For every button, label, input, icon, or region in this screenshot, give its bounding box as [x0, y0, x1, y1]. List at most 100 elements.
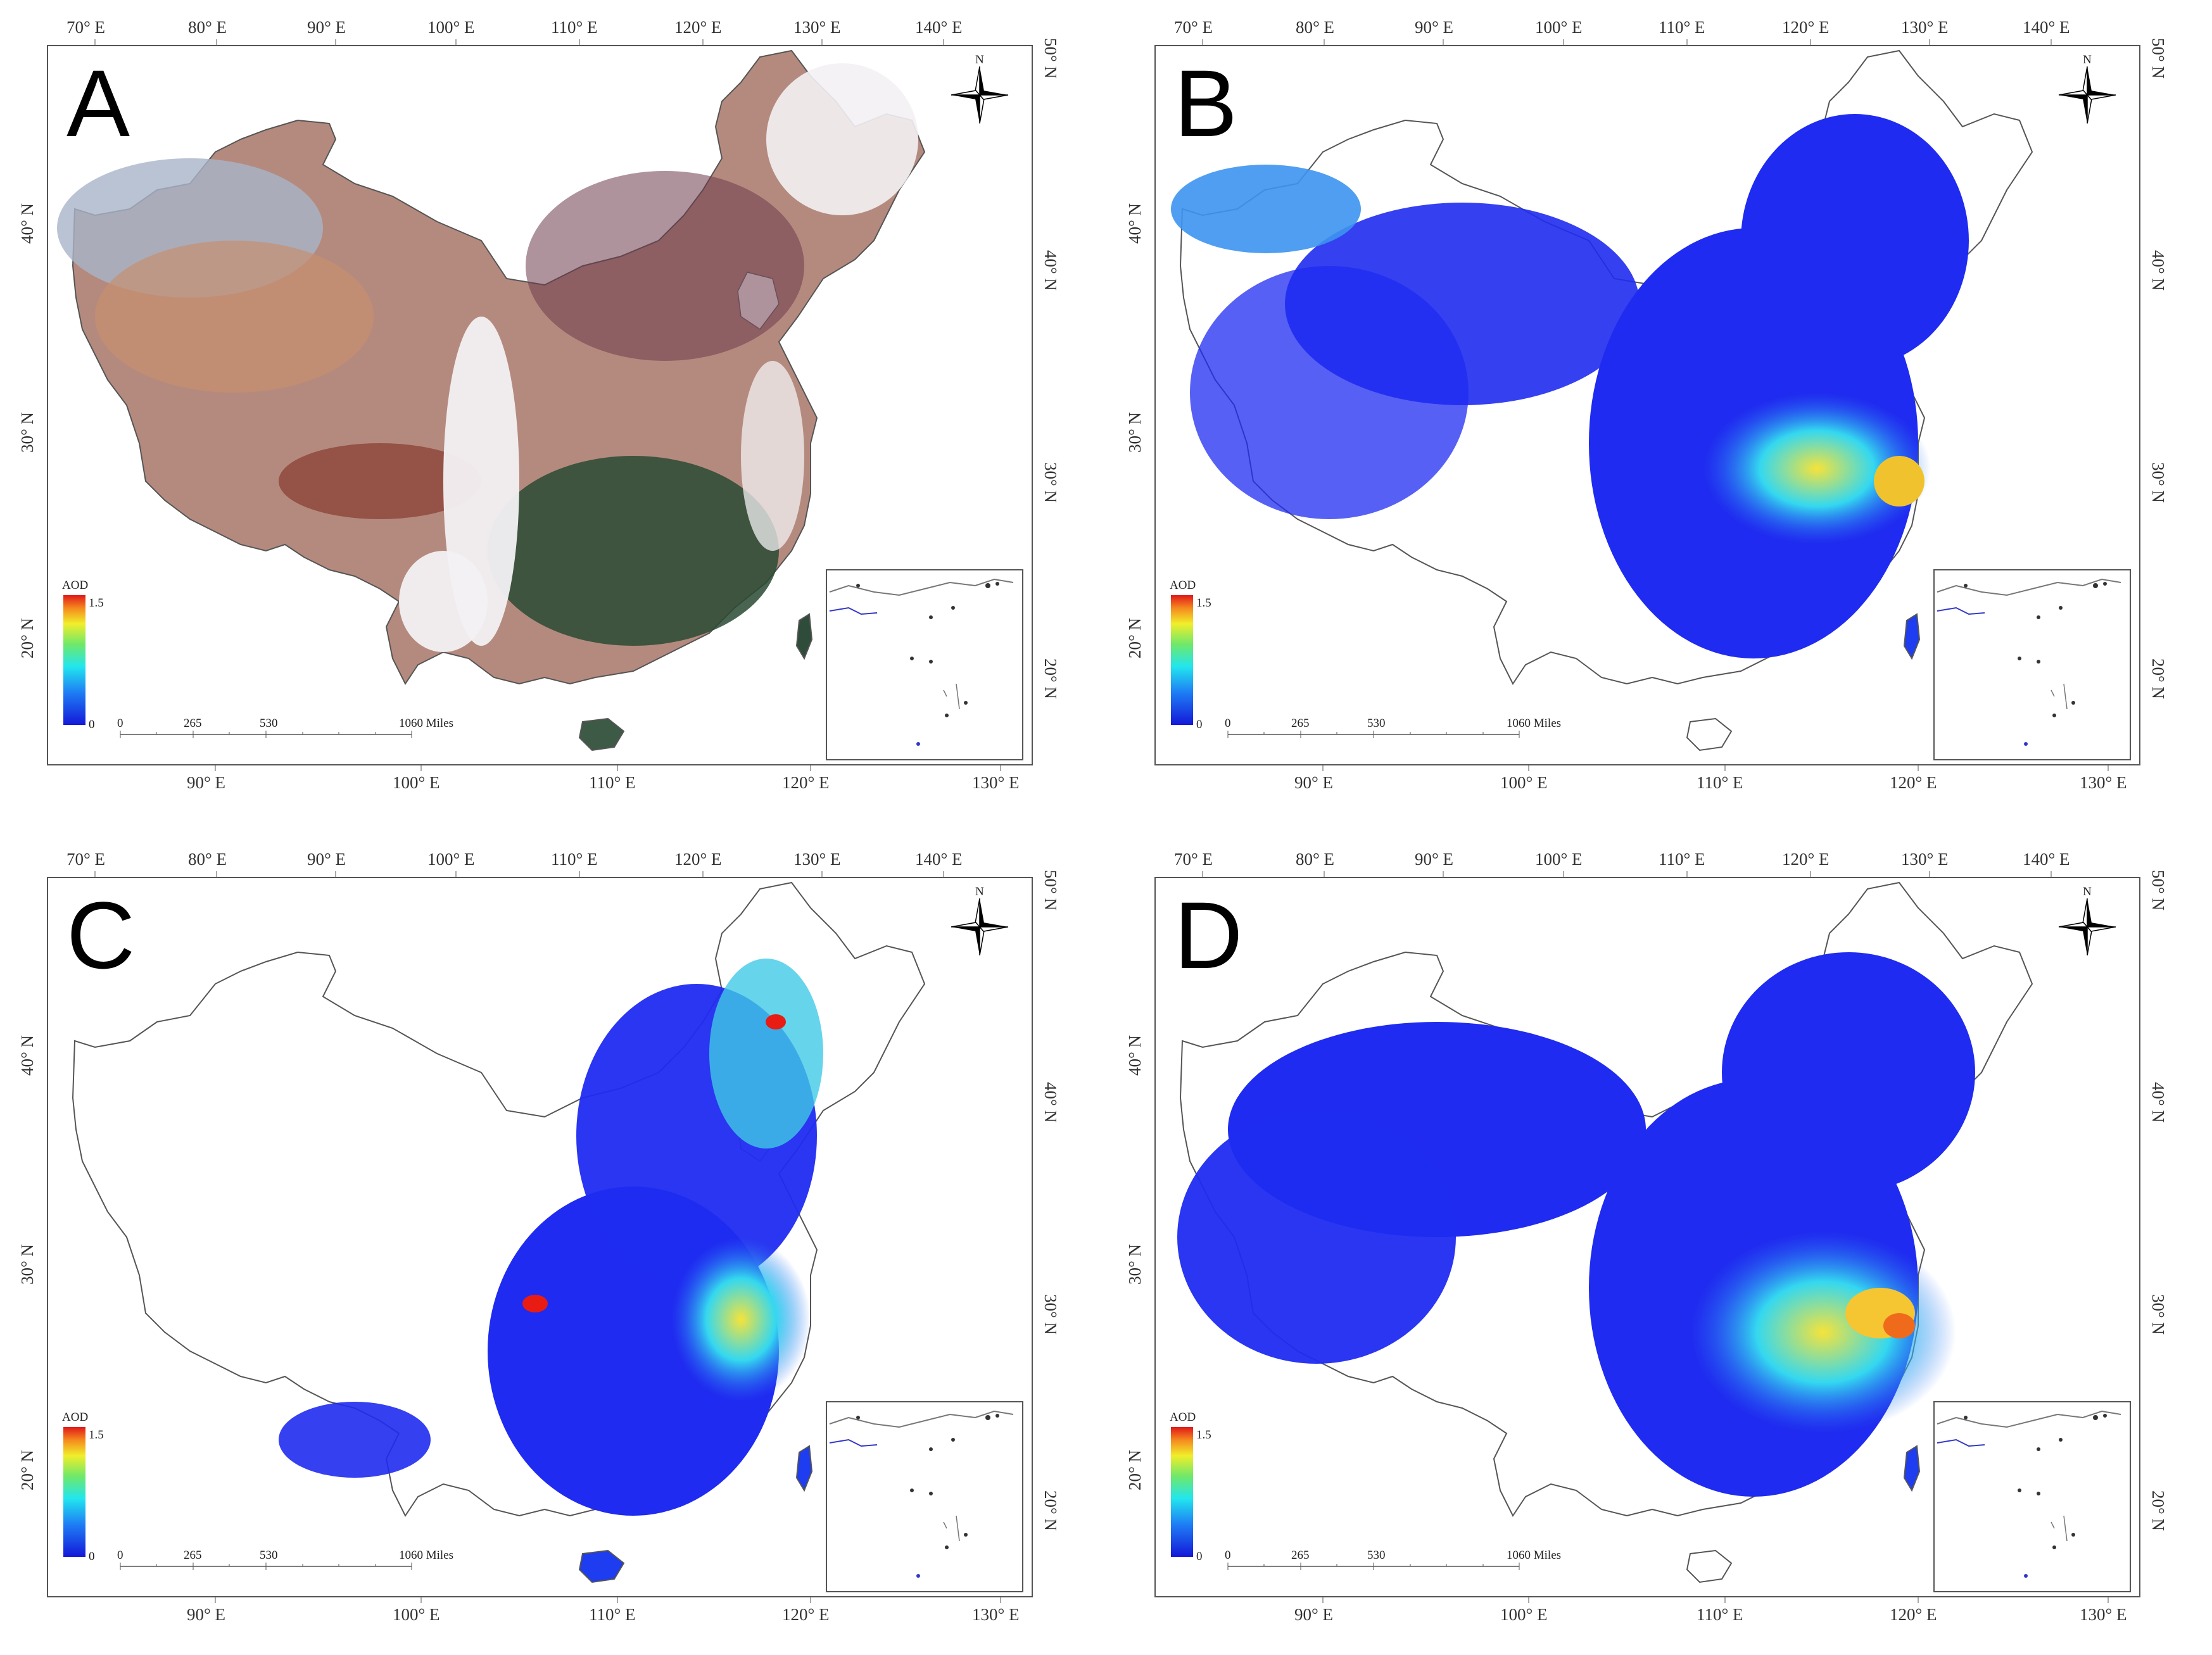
svg-text:0: 0 [89, 1550, 95, 1563]
top-axis-label: 90° E [307, 850, 346, 869]
left-axis-label: 20° N [18, 618, 37, 658]
right-axis-label: 50° N [2149, 38, 2168, 79]
bottom-axis-label: 100° E [1500, 1605, 1548, 1624]
right-axis: 50° N 40° N 30° N 20° N [1041, 870, 1060, 1531]
aod-high-area [1883, 1313, 1915, 1338]
top-axis-label: 100° E [1535, 850, 1583, 869]
left-axis: 40° N 30° N 20° N [18, 1035, 37, 1490]
bottom-axis-label: 120° E [1890, 773, 1937, 792]
panel-label: B [1174, 50, 1237, 156]
svg-text:530: 530 [1367, 1549, 1386, 1562]
bottom-axis-label: 120° E [782, 773, 830, 792]
cloud-area [766, 63, 918, 215]
left-axis-label: 30° N [1125, 412, 1144, 453]
svg-text:1060 Miles: 1060 Miles [1507, 717, 1561, 730]
aod-low-area [1741, 114, 1969, 367]
bottom-axis-label: 130° E [2080, 773, 2127, 792]
bottom-axis-label: 110° E [1697, 1605, 1743, 1624]
top-axis-label: 130° E [1901, 18, 1949, 37]
scale-bar: 0 265 530 1060 Miles [117, 1549, 453, 1570]
top-axis-label: 70° E [1174, 850, 1213, 869]
bottom-axis-label: 100° E [1500, 773, 1548, 792]
right-axis-label: 50° N [1041, 870, 1060, 910]
bottom-axis-label: 130° E [972, 1605, 1020, 1624]
bottom-axis-label: 110° E [1697, 773, 1743, 792]
top-axis-label: 70° E [66, 850, 105, 869]
right-axis-label: 40° N [1041, 250, 1060, 291]
top-axis-label: 140° E [2023, 18, 2070, 37]
top-axis-label: 120° E [674, 18, 722, 37]
top-axis-label: 80° E [1296, 18, 1334, 37]
top-axis-label: 100° E [1535, 18, 1583, 37]
left-axis-label: 40° N [18, 203, 37, 244]
svg-text:265: 265 [184, 1549, 202, 1562]
right-axis: 50° N 40° N 30° N 20° N [2149, 38, 2168, 699]
left-axis-label: 20° N [1125, 1450, 1144, 1490]
svg-text:1060 Miles: 1060 Miles [399, 1549, 453, 1562]
cloud-area [741, 361, 804, 551]
left-axis-label: 40° N [1125, 1035, 1144, 1076]
right-axis: 50° N 40° N 30° N 20° N [1041, 38, 1060, 699]
top-axis-label: 140° E [915, 18, 963, 37]
top-axis: 70° E 80° E 90° E 100° E 110° E 120° E 130° E 1… [66, 18, 963, 46]
left-axis-label: 40° N [1125, 203, 1144, 244]
data-overlay [1171, 114, 1969, 658]
svg-text:0: 0 [1196, 718, 1203, 731]
north-arrow: N [2058, 53, 2116, 124]
right-axis-label: 50° N [1041, 38, 1060, 79]
svg-text:265: 265 [184, 717, 202, 730]
bottom-axis: 90° E 100° E 110° E 120° E 130° E [1294, 765, 2127, 792]
scale-bar: 0 265 530 1060 Miles [1225, 1549, 1561, 1570]
svg-text:AOD: AOD [1170, 579, 1196, 592]
top-axis-label: 80° E [188, 850, 227, 869]
left-axis-label: 20° N [1125, 618, 1144, 658]
bottom-axis-label: 90° E [187, 773, 225, 792]
forest-area [488, 456, 779, 646]
aod-colorbar [1171, 1427, 1193, 1557]
top-axis-label: 110° E [551, 850, 598, 869]
aod-hotspot [1703, 393, 1931, 544]
top-axis-label: 120° E [674, 850, 722, 869]
top-axis: 70° E 80° E 90° E 100° E 110° E 120° E 130° E 1… [1174, 18, 2070, 46]
aod-high-area [1874, 456, 1924, 507]
svg-text:1.5: 1.5 [1196, 1428, 1211, 1442]
aod-colorbar [63, 1427, 85, 1557]
right-axis-label: 30° N [1041, 462, 1060, 503]
aod-mid-area [709, 959, 823, 1148]
top-axis-label: 110° E [551, 18, 598, 37]
svg-text:N: N [975, 885, 984, 898]
top-axis-label: 80° E [1296, 850, 1334, 869]
bottom-axis-label: 100° E [393, 1605, 440, 1624]
aod-high-area [522, 1295, 548, 1312]
top-axis-label: 90° E [1415, 18, 1453, 37]
right-axis-label: 50° N [2149, 870, 2168, 910]
bottom-axis: 90° E 100° E 110° E 120° E 130° E [187, 765, 1020, 792]
top-axis-label: 90° E [1415, 850, 1453, 869]
aod-legend: AOD 1.5 0 [1170, 579, 1211, 731]
aod-low-area [1177, 1111, 1456, 1364]
bottom-axis-label: 100° E [393, 773, 440, 792]
left-axis: 40° N 30° N 20° N [18, 203, 37, 658]
svg-text:0: 0 [117, 1549, 123, 1562]
north-arrow: N [2058, 885, 2116, 956]
top-axis-label: 70° E [66, 18, 105, 37]
scale-bar: 0 265 530 1060 Miles [1225, 717, 1561, 738]
panel-label: C [66, 882, 135, 988]
north-arrow: N [951, 53, 1009, 124]
left-axis-label: 30° N [1125, 1244, 1144, 1285]
bottom-axis-label: 90° E [1294, 1605, 1333, 1624]
aod-legend: AOD 1.5 0 [62, 1411, 104, 1563]
svg-text:1.5: 1.5 [1196, 596, 1211, 610]
top-axis-label: 110° E [1659, 850, 1705, 869]
top-axis-label: 70° E [1174, 18, 1213, 37]
aod-mid-area [1171, 165, 1361, 253]
map-panel-b: 70° E 80° E 90° E 100° E 110° E 120° E 130° E 1… [1108, 0, 2212, 823]
right-axis-label: 30° N [2149, 462, 2168, 503]
top-axis: 70° E 80° E 90° E 100° E 110° E 120° E 130° E 1… [1174, 850, 2070, 878]
svg-text:1060 Miles: 1060 Miles [399, 717, 453, 730]
svg-text:0: 0 [1225, 717, 1231, 730]
north-arrow: N [951, 885, 1009, 956]
svg-text:N: N [975, 53, 984, 66]
aod-legend: AOD 1.5 0 [62, 579, 104, 731]
right-axis-label: 20° N [2149, 658, 2168, 699]
